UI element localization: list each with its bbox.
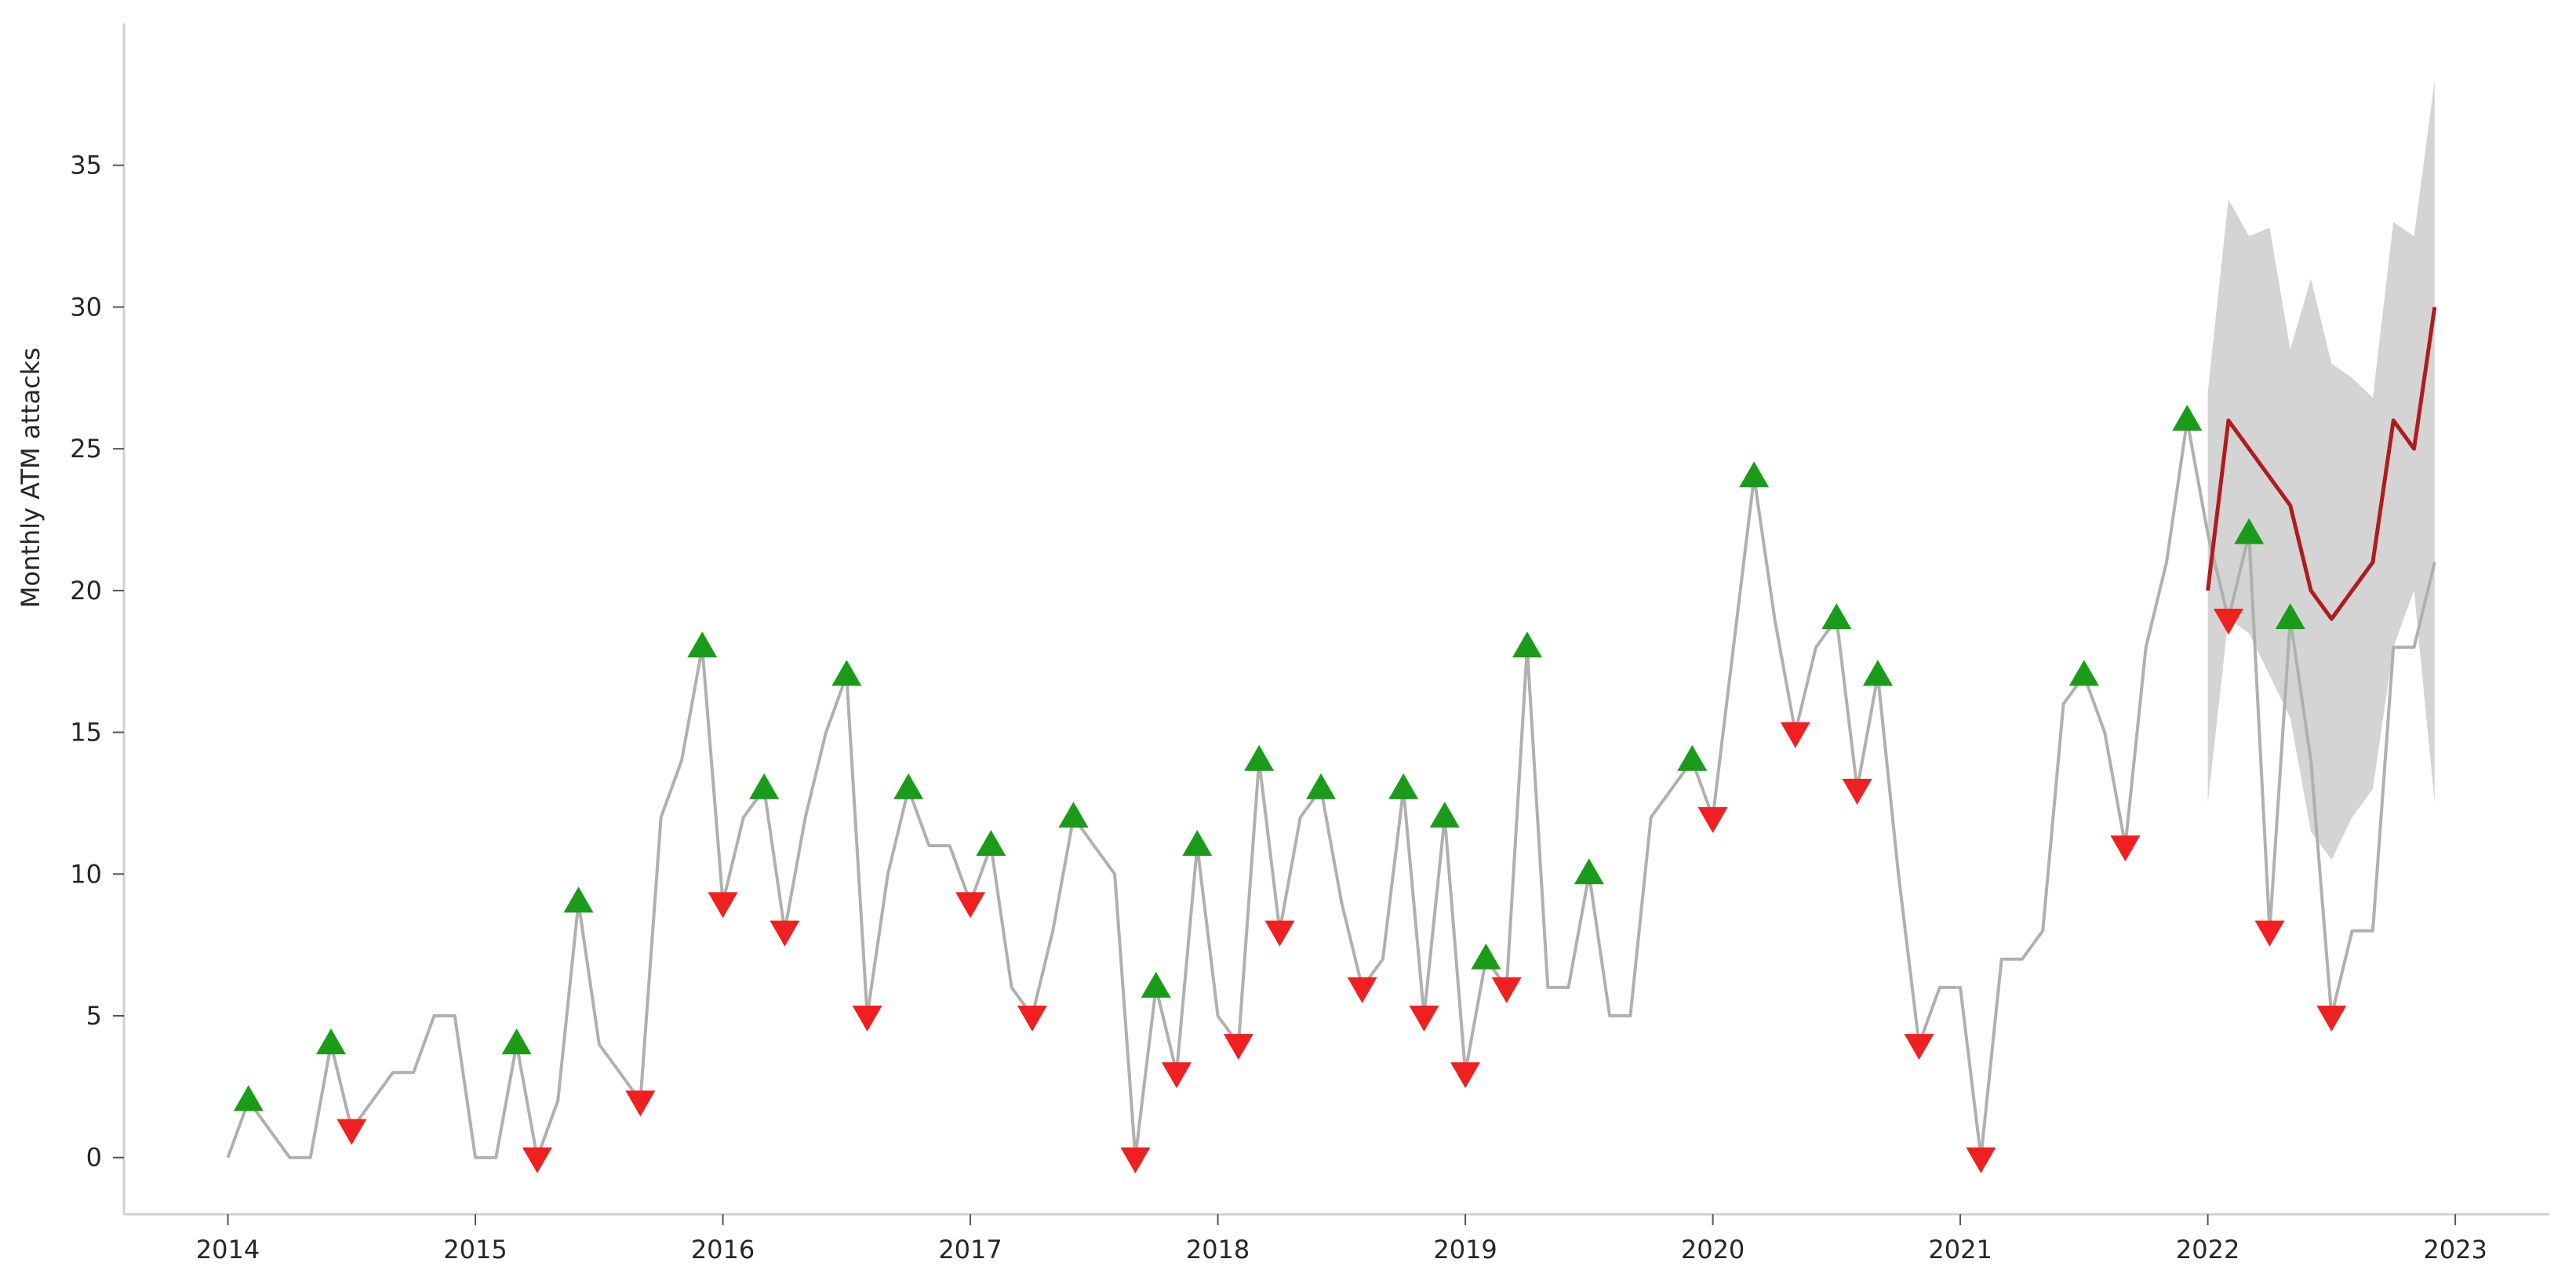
peak-marker: [2068, 660, 2099, 686]
trough-marker: [955, 892, 986, 919]
trough-marker: [1264, 920, 1295, 947]
peak-marker: [1471, 943, 1501, 970]
trough-marker: [2213, 609, 2243, 635]
peak-marker: [687, 631, 718, 658]
peak-marker: [1388, 773, 1419, 799]
trough-marker: [1120, 1147, 1151, 1173]
marker-layer: [233, 405, 2347, 1173]
y-tick-label: 25: [70, 434, 102, 464]
x-tick-label: 2023: [2423, 1235, 2487, 1264]
confidence-band-layer: [2207, 80, 2435, 860]
peak-marker: [831, 660, 862, 686]
x-tick-label: 2020: [1681, 1235, 1745, 1264]
x-tick-label: 2018: [1186, 1235, 1250, 1264]
trough-marker: [2316, 1006, 2347, 1031]
peak-marker: [1141, 971, 1171, 998]
trough-marker: [770, 920, 800, 947]
trough-marker: [1966, 1147, 1996, 1173]
peak-marker: [315, 1028, 346, 1055]
x-tick-label: 2016: [691, 1235, 755, 1264]
y-tick-label: 10: [70, 859, 102, 889]
trough-marker: [2254, 920, 2285, 947]
trough-marker: [1161, 1062, 1192, 1089]
trough-marker: [1017, 1006, 1047, 1031]
peak-marker: [1058, 802, 1089, 828]
trough-marker: [337, 1119, 367, 1145]
x-tick-label: 2019: [1433, 1235, 1497, 1264]
trough-marker: [1842, 778, 1872, 805]
peak-marker: [2275, 603, 2305, 629]
peak-marker: [1512, 631, 1542, 658]
y-tick-label: 5: [86, 1001, 102, 1031]
forecast-interval-band: [2207, 80, 2435, 860]
trough-marker: [1904, 1034, 1934, 1061]
y-tick-label: 20: [70, 576, 102, 606]
peak-marker: [976, 830, 1006, 857]
y-tick-label: 0: [86, 1143, 102, 1173]
trough-marker: [1491, 977, 1522, 1003]
series-line-layer: [226, 307, 2437, 1159]
y-tick-label: 35: [70, 151, 102, 180]
peak-marker: [233, 1085, 264, 1112]
y-tick-label: 15: [70, 718, 102, 748]
x-tick-label: 2014: [196, 1235, 260, 1264]
trough-marker: [625, 1090, 656, 1117]
forecast-series-line: [2206, 307, 2437, 621]
trough-marker: [522, 1147, 552, 1173]
x-tick-label: 2021: [1928, 1235, 1992, 1264]
trough-marker: [1223, 1034, 1253, 1061]
peak-marker: [1574, 858, 1604, 885]
trough-marker: [1409, 1006, 1439, 1031]
x-tick-label: 2017: [938, 1235, 1002, 1264]
peak-marker: [1306, 773, 1337, 799]
peak-marker: [1862, 660, 1893, 686]
y-tick-label: 30: [70, 292, 102, 322]
peak-marker: [1739, 461, 1770, 488]
trough-marker: [1780, 722, 1810, 748]
trough-marker: [1347, 977, 1377, 1003]
peak-marker: [563, 886, 594, 913]
peak-marker: [893, 773, 924, 799]
x-tick-label: 2015: [443, 1235, 507, 1264]
trough-marker: [1450, 1062, 1481, 1089]
axes: [122, 24, 2549, 1216]
trough-marker: [1697, 807, 1728, 833]
peak-marker: [1429, 802, 1460, 828]
peak-marker: [1182, 830, 1213, 857]
tick-layer: 2014 2015 2016 2017 2018 2019 2020 2021 2022 2023…: [70, 151, 2487, 1264]
peak-marker: [2234, 518, 2265, 544]
observed-series-line: [226, 419, 2436, 1159]
trough-marker: [852, 1006, 882, 1031]
peak-marker: [1821, 603, 1852, 629]
y-axis-label: Monthly ATM attacks: [16, 347, 45, 608]
peak-marker: [749, 773, 780, 799]
peak-marker: [1677, 744, 1708, 771]
x-tick-label: 2022: [2176, 1235, 2239, 1264]
trough-marker: [2110, 835, 2141, 862]
peak-marker: [2172, 405, 2203, 431]
trough-marker: [708, 892, 738, 919]
peak-marker: [501, 1028, 532, 1055]
peak-marker: [1244, 744, 1275, 771]
